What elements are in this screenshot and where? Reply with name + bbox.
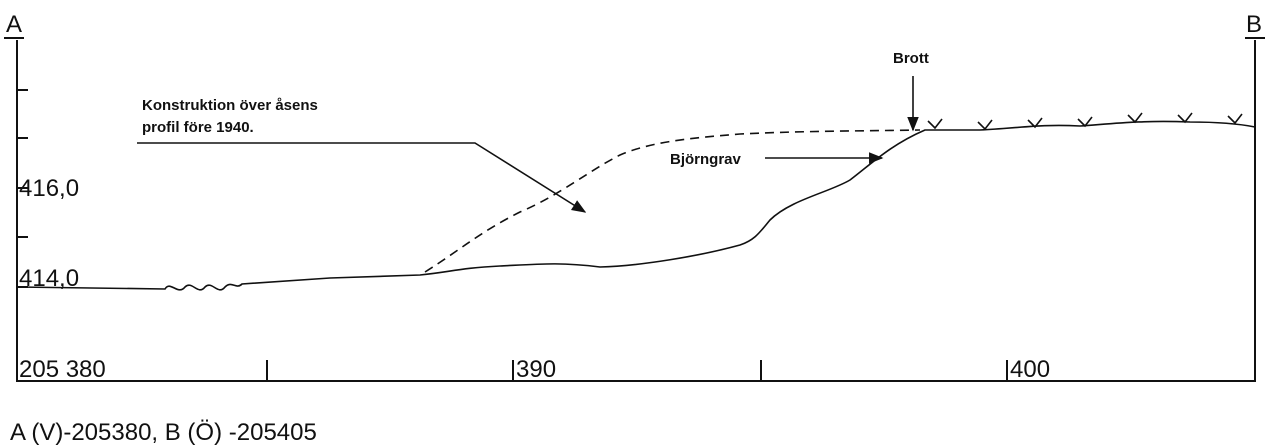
construction-profile (424, 129, 921, 273)
annotation: Björngrav (670, 151, 742, 168)
caption: A (V)-205380, B (Ö) -205405 (10, 419, 317, 446)
end-label-a: A (6, 11, 22, 38)
frame (4, 37, 1265, 382)
annotation: Konstruktion över åsens (142, 97, 318, 114)
ground-profile (16, 120, 1256, 291)
level-label: 416,0 (19, 175, 79, 202)
end-label-b: B (1246, 11, 1262, 38)
surface-marks (927, 112, 1243, 131)
distance-label: 400 (1010, 356, 1050, 383)
annotation: Brott (893, 50, 929, 67)
pointer (137, 142, 587, 213)
distance-label: 390 (516, 356, 556, 383)
annotation: profil före 1940. (142, 119, 254, 136)
distance-label: 205 380 (19, 356, 106, 383)
